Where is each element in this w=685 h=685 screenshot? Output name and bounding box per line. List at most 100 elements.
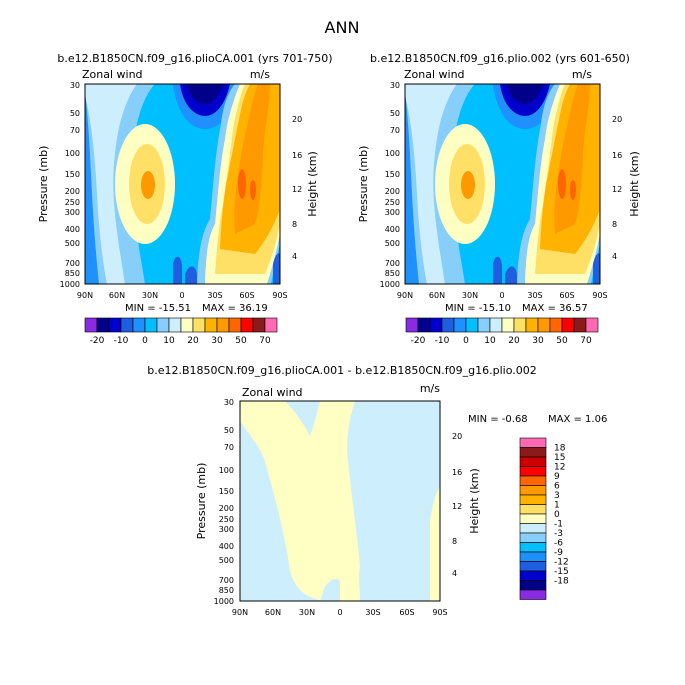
panel-1: b.e12.B1850CN.f09_g16.plioCA.001 (yrs 70… xyxy=(37,52,333,314)
colorbar-label: -20 xyxy=(411,336,426,346)
panel-2-ytick: 100 xyxy=(385,149,400,158)
panel-1-ytick: 500 xyxy=(65,239,80,248)
panel-diff-ytick: 150 xyxy=(219,487,234,496)
panel-2-ytick: 850 xyxy=(385,269,400,278)
panel-diff-max-label: MAX = 1.06 xyxy=(548,414,607,425)
colorbar-swatch xyxy=(519,466,547,477)
panel-diff-xtick: 0 xyxy=(337,608,342,617)
colorbar-swatch xyxy=(405,317,419,333)
colorbar-label: 70 xyxy=(259,336,271,346)
panel-1-min-label: MIN = -15.51 xyxy=(125,303,191,314)
colorbar-swatch xyxy=(519,561,547,572)
colorbar-swatch xyxy=(216,317,230,333)
panel-2-ytick: 300 xyxy=(385,208,400,217)
panel-1-variable: Zonal wind xyxy=(82,68,143,81)
panel-2-ytick: 200 xyxy=(385,187,400,196)
colorbar-swatch xyxy=(519,456,547,467)
panel-diff-xtick: 60N xyxy=(265,608,281,617)
colorbar-swatch xyxy=(519,542,547,553)
panel-2-frame xyxy=(404,83,601,285)
panel-diff-y2tick: 8 xyxy=(452,537,457,546)
panel-1-ytick: 700 xyxy=(65,259,80,268)
colorbar-swatch xyxy=(573,317,587,333)
panel-1-contour-field xyxy=(85,84,280,284)
colorbar-label: 20 xyxy=(187,336,199,346)
panel-diff-ytick: 30 xyxy=(224,398,234,407)
panel-1-ytick: 200 xyxy=(65,187,80,196)
panel-2-xtick: 60S xyxy=(559,291,574,300)
panel-diff-ytick: 850 xyxy=(219,586,234,595)
colorbar-swatch xyxy=(561,317,575,333)
colorbar-swatch xyxy=(204,317,218,333)
colorbar-swatch xyxy=(519,447,547,458)
colorbar-label: 30 xyxy=(211,336,223,346)
colorbar-swatch xyxy=(519,570,547,581)
colorbar-swatch xyxy=(549,317,563,333)
panel-1-xtick: 0 xyxy=(179,291,184,300)
colorbar-label: -10 xyxy=(435,336,450,346)
panel-1-xtick: 30S xyxy=(207,291,222,300)
colorbar-swatch xyxy=(519,494,547,505)
colorbar-label: 50 xyxy=(556,336,568,346)
colorbar-swatch xyxy=(264,317,278,333)
panel-2-y2tick: 8 xyxy=(612,220,617,229)
panel-diff-min-label: MIN = -0.68 xyxy=(468,414,528,425)
panel-2-colorbar: -20 -10 0 10 20 30 50 70 xyxy=(405,317,599,346)
panel-2-title: b.e12.B1850CN.f09_g16.plio.002 (yrs 601-… xyxy=(370,52,630,65)
colorbar-swatch xyxy=(519,551,547,562)
colorbar-swatch xyxy=(168,317,182,333)
panel-2-ylabel: Pressure (mb) xyxy=(357,146,370,223)
panel-1-ytick: 250 xyxy=(65,198,80,207)
colorbar-swatch xyxy=(519,580,547,591)
colorbar-label: -12 xyxy=(554,558,569,568)
panel-2-y2tick: 12 xyxy=(612,185,622,194)
colorbar-label: 20 xyxy=(508,336,520,346)
panel-2-max-label: MAX = 36.57 xyxy=(522,303,588,314)
panel-1-y2tick: 20 xyxy=(292,115,302,124)
panel-diff-xtick: 90S xyxy=(432,608,447,617)
panel-2-ytick: 30 xyxy=(390,81,400,90)
panel-diff-ylabel: Pressure (mb) xyxy=(195,463,208,540)
colorbar-label: -3 xyxy=(554,529,563,539)
colorbar-swatch xyxy=(120,317,134,333)
panel-1-y2tick: 12 xyxy=(292,185,302,194)
panel-1-ytick: 150 xyxy=(65,170,80,179)
panel-diff-y-ticks: 30 50 70 100 150 200 250 300 400 500 700… xyxy=(214,398,234,606)
colorbar-swatch xyxy=(96,317,110,333)
colorbar-swatch xyxy=(519,589,547,600)
colorbar-swatch xyxy=(519,513,547,524)
colorbar-swatch xyxy=(453,317,467,333)
colorbar-label: -9 xyxy=(554,548,563,558)
colorbar-label: 1 xyxy=(554,501,560,511)
colorbar-label: 15 xyxy=(554,453,565,463)
colorbar-label: -10 xyxy=(114,336,129,346)
panel-2-ytick: 50 xyxy=(390,109,400,118)
colorbar-label: 10 xyxy=(484,336,496,346)
colorbar-label: 0 xyxy=(142,336,148,346)
colorbar-label: 0 xyxy=(554,510,560,520)
panel-2-contour-field xyxy=(405,84,600,284)
panel-diff-y2tick: 4 xyxy=(452,569,457,578)
panel-1-x-ticks: 90N 60N 30N 0 30S 60S 90S xyxy=(77,291,288,300)
panel-1-ytick: 300 xyxy=(65,208,80,217)
panel-1-y2tick: 4 xyxy=(292,252,297,261)
panel-1-y2-ticks: 20 16 12 8 4 xyxy=(292,115,302,261)
colorbar-swatch xyxy=(519,475,547,486)
panel-2-ytick: 700 xyxy=(385,259,400,268)
colorbar-swatch xyxy=(519,437,547,448)
colorbar-swatch xyxy=(132,317,146,333)
panel-diff-variable: Zonal wind xyxy=(242,386,303,399)
panel-1-xtick: 60N xyxy=(109,291,125,300)
colorbar-swatch xyxy=(252,317,266,333)
panel-diff-xtick: 90N xyxy=(232,608,248,617)
panel-2-xtick: 30N xyxy=(462,291,478,300)
panel-diff-y2-ticks: 20 16 12 8 4 xyxy=(452,432,462,578)
panel-diff-ytick: 100 xyxy=(219,466,234,475)
colorbar-swatch xyxy=(519,523,547,534)
colorbar-label: 9 xyxy=(554,472,560,482)
panel-1-xtick: 30N xyxy=(142,291,158,300)
panel-diff-ytick: 400 xyxy=(219,542,234,551)
panel-1-ytick: 30 xyxy=(70,81,80,90)
panel-diff-ytick: 300 xyxy=(219,525,234,534)
panel-2-x-ticks: 90N 60N 30N 0 30S 60S 90S xyxy=(397,291,608,300)
